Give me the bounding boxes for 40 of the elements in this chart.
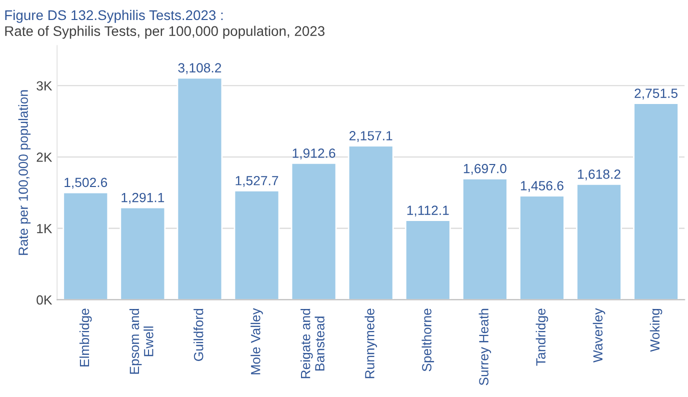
- data-label: 1,527.7: [236, 176, 278, 187]
- y-tick-label: 2K: [36, 152, 52, 162]
- x-tick-label: Spelthorne: [422, 308, 434, 372]
- x-tick-label: Runnymede: [364, 308, 377, 378]
- bar: [404, 220, 451, 300]
- data-label: 1,112.1: [407, 206, 449, 217]
- y-tick-label: 1K: [37, 224, 52, 234]
- chart-title: Figure DS 132.Syphilis Tests.2023 :: [5, 10, 223, 23]
- y-axis-title: Rate per 100,000 population: [18, 90, 31, 255]
- data-label: 1,456.6: [520, 181, 564, 192]
- x-tick-label: Mole Valley: [250, 308, 263, 374]
- x-tick-label: Waverley: [592, 308, 606, 362]
- x-tick-label: Elmbridge: [79, 308, 92, 366]
- data-label: 1,618.2: [578, 170, 620, 180]
- data-label: 1,912.6: [292, 148, 336, 160]
- bar: [234, 190, 280, 300]
- bar: [519, 195, 565, 300]
- data-label: 1,697.0: [464, 164, 506, 175]
- bar: [290, 162, 337, 300]
- bar: [62, 192, 109, 300]
- data-label: 2,157.1: [349, 131, 392, 142]
- bar: [348, 145, 394, 300]
- bar: [576, 184, 622, 300]
- x-tick-label: Guildford: [194, 308, 204, 361]
- data-label: 2,751.5: [634, 88, 678, 100]
- y-tick-label: 0K: [36, 295, 52, 305]
- chart-subtitle: Rate of Syphilis Tests, per 100,000 population, 2023: [5, 26, 324, 39]
- bar: [120, 206, 166, 300]
- y-tick-label: 3K: [36, 81, 52, 91]
- x-tick-label: Tandridge: [536, 308, 548, 366]
- bar: [176, 77, 223, 300]
- data-label: 3,108.2: [178, 63, 222, 74]
- x-tick-label: Surrey Heath: [478, 308, 492, 386]
- x-tick-label: Reigate and Banstead: [300, 308, 324, 378]
- data-label: 1,502.6: [64, 178, 108, 189]
- x-tick-label: Woking: [650, 308, 662, 352]
- bar: [633, 102, 679, 300]
- bar: [462, 178, 508, 300]
- x-tick-label: Epsom and Ewell: [129, 308, 154, 374]
- data-label: 1,291.1: [122, 192, 164, 204]
